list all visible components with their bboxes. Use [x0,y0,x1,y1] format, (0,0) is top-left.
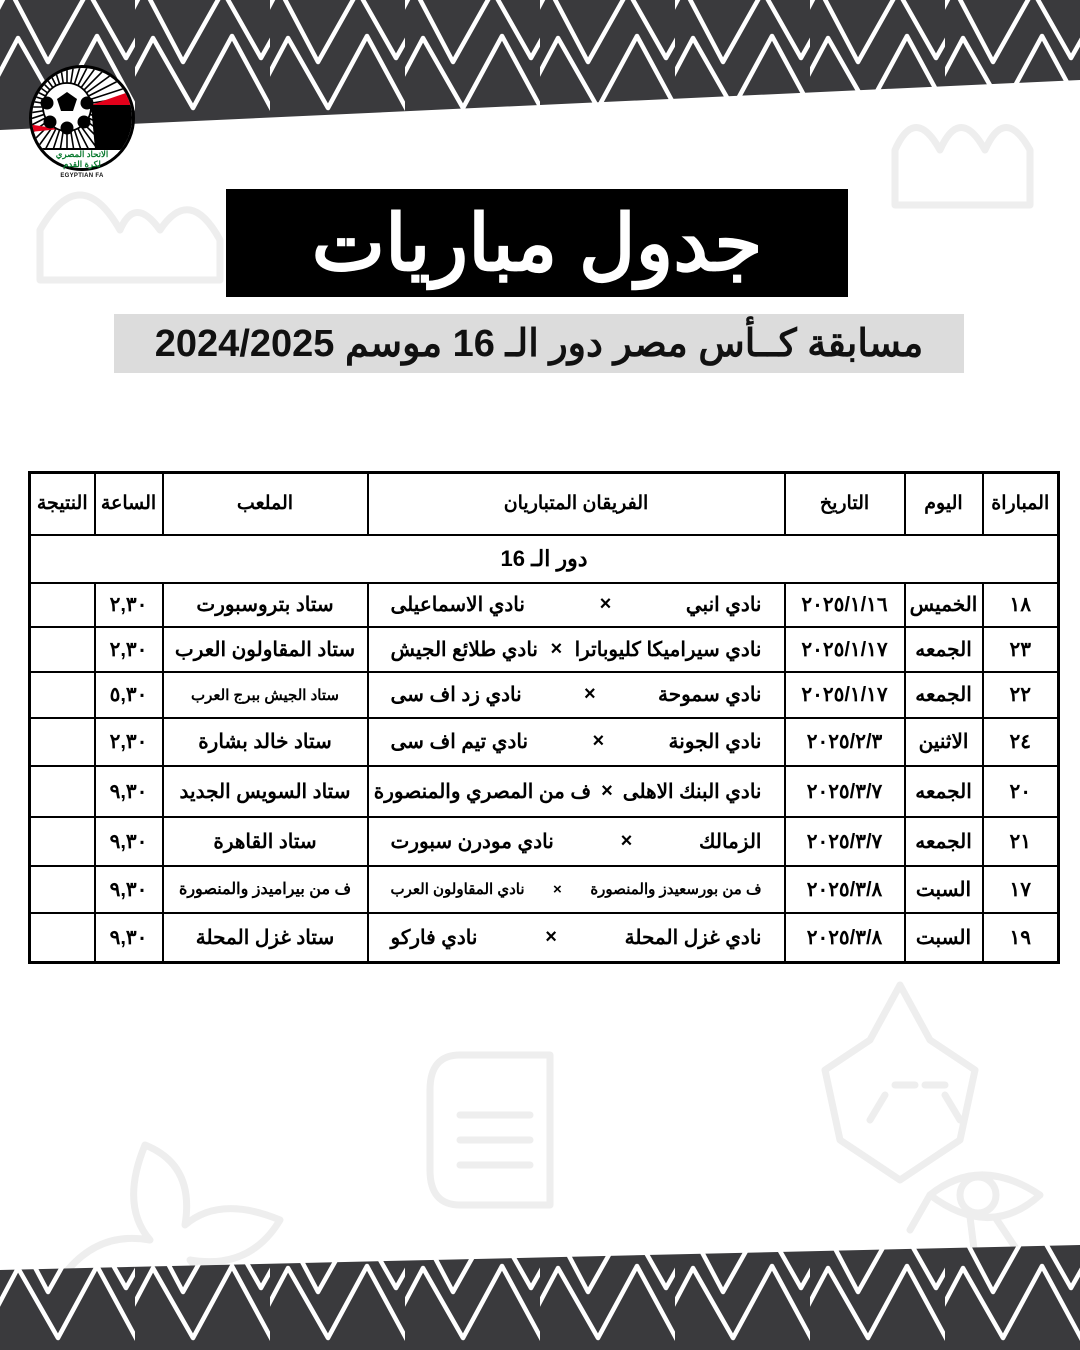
svg-text:لكرة القدم: لكرة القدم [63,159,101,170]
svg-text:EGYPTIAN FA: EGYPTIAN FA [60,173,104,179]
